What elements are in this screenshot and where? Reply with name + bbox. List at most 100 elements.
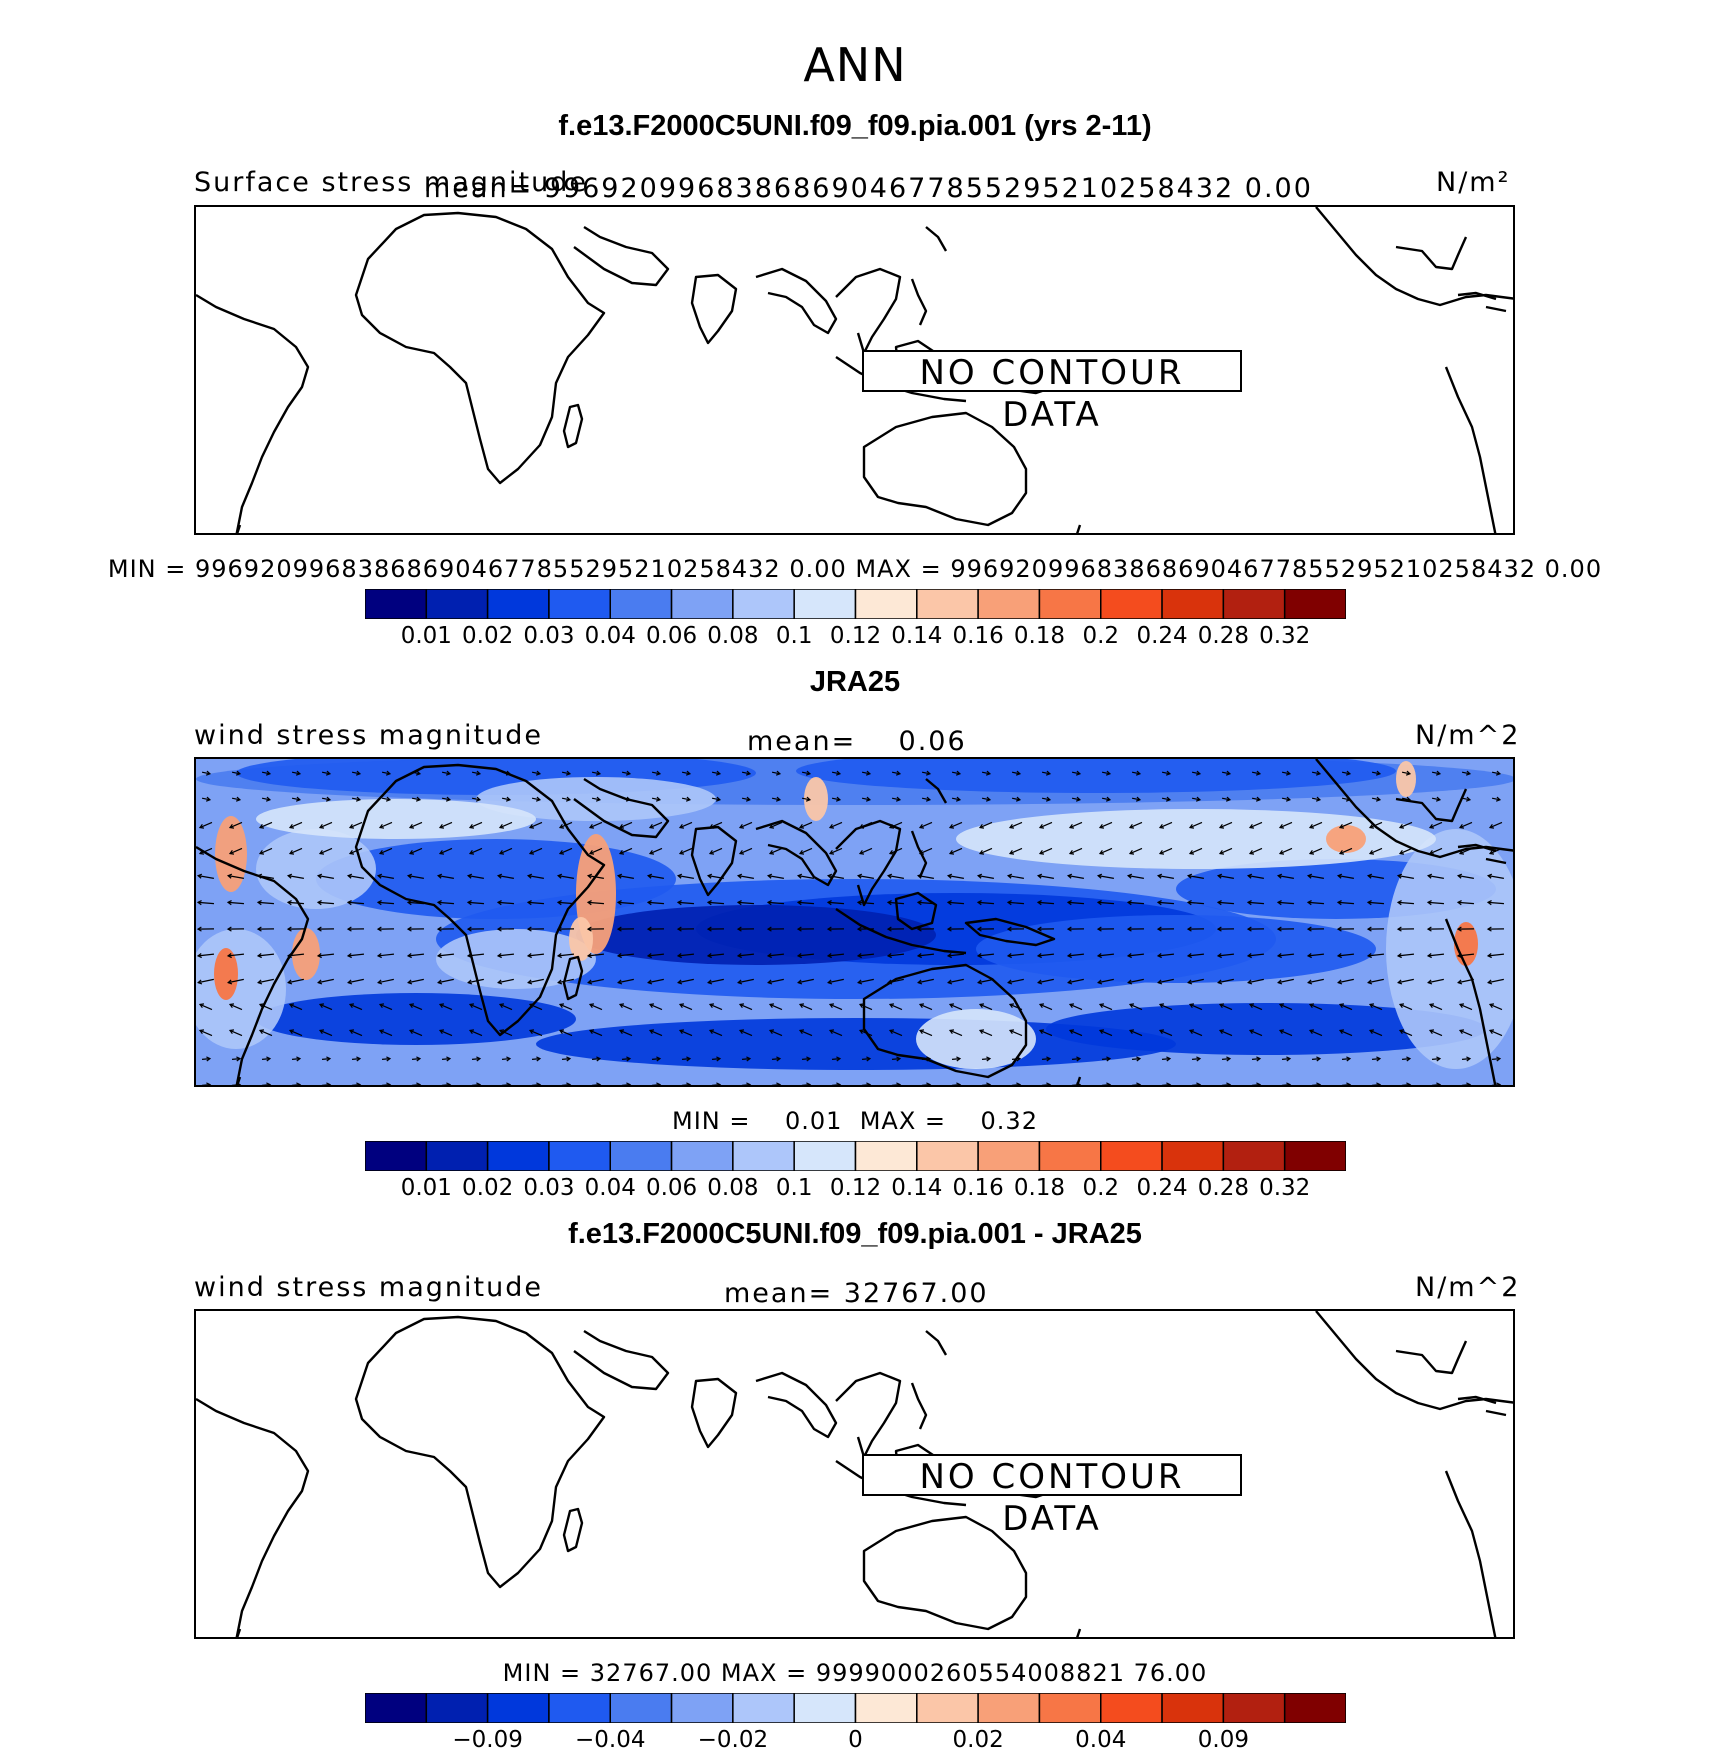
colorbar-swatch [793,1693,857,1723]
colorbar-level-label: 0.04 [1075,1727,1127,1753]
panel-3-no-contour-box: NO CONTOUR DATA [862,1454,1242,1539]
colorbar-swatch [1222,1693,1286,1723]
colorbar-swatch [977,1141,1041,1171]
panel-3-coastlines [196,1311,1513,1637]
colorbar-swatch [1161,589,1225,619]
colorbar-swatch [1161,1693,1225,1723]
panel-2-left-label: wind stress magnitude [194,720,543,751]
colorbar-level-label: 0.08 [707,1175,759,1201]
colorbar-level-label: 0.1 [775,623,813,649]
colorbar-swatch [1100,1693,1163,1723]
colorbar-swatch [670,589,734,619]
colorbar-level-label: 0.18 [1013,1175,1066,1201]
colorbar-swatch [365,1141,428,1171]
panel-3-mean: mean= 32767.00 [724,1278,989,1309]
panel-1-minmax: MIN = 9969209968386869046778552952102584… [107,555,1603,583]
colorbar-level-label: 0.18 [1013,623,1066,649]
colorbar-swatch [1283,1693,1346,1723]
colorbar-level-label: 0.32 [1259,1175,1311,1201]
colorbar-swatch [977,589,1041,619]
panel-1-mean: mean= 9969209968386869046778552952102584… [424,173,1313,204]
colorbar-level-label: 0.02 [462,1175,514,1201]
panel-1-coastlines [196,207,1513,533]
colorbar-swatch [732,1693,795,1723]
colorbar-swatch [486,1693,550,1723]
colorbar-level-label: −0.02 [697,1727,769,1753]
colorbar-swatch [1161,1141,1225,1171]
colorbar-swatch [365,1693,428,1723]
colorbar-swatch [609,589,673,619]
colorbar-level-label: 0.14 [891,1175,943,1201]
panel-1-left-label: Surface stress magnitude [194,167,588,198]
colorbar-level-label: 0.02 [462,623,514,649]
colorbar-swatch [1038,589,1102,619]
colorbar-level-label: 0.24 [1136,623,1188,649]
colorbar-swatch [854,1141,918,1171]
colorbar-swatch [548,589,611,619]
panel-2-wind-vectors [196,770,1505,1085]
colorbar-swatch [854,1693,918,1723]
colorbar-level-label: −0.09 [452,1727,523,1753]
colorbar-swatch [1100,589,1163,619]
colorbar-swatch [548,1141,611,1171]
panel-2-title: JRA25 [809,666,901,698]
colorbar-level-label: 0.04 [584,1175,636,1201]
panel-3-title: f.e13.F2000C5UNI.f09_f09.pia.001 - JRA25 [568,1218,1142,1250]
panel-3-minmax: MIN = 32767.00 MAX = 9999000260554008821… [502,1659,1208,1687]
colorbar-level-label: 0.03 [523,1175,575,1201]
colorbar-level-label: 0.32 [1259,623,1311,649]
colorbar-level-label: 0.09 [1197,1727,1249,1753]
panel-2-minmax: MIN = 0.01 MAX = 0.32 [672,1107,1038,1135]
colorbar-level-label: 0.12 [829,623,882,649]
colorbar-swatch [1283,1141,1346,1171]
colorbar-level-label: 0.28 [1197,1175,1249,1201]
colorbar-swatch [793,1141,857,1171]
colorbar-level-label: 0.03 [523,623,575,649]
panel-2-mean: mean= 0.06 [747,726,967,757]
colorbar-swatch [670,1141,734,1171]
colorbar-swatch [609,1141,673,1171]
colorbar-swatch [425,1693,489,1723]
panel-2-units: N/m^2 [1415,720,1521,751]
colorbar-swatch [916,1141,979,1171]
panel-3-map: NO CONTOUR DATA [194,1309,1515,1639]
colorbar-level-label: 0.12 [829,1175,882,1201]
colorbar-swatch [670,1693,734,1723]
colorbar-level-label: 0.08 [707,623,759,649]
colorbar-swatch [425,1141,489,1171]
colorbar-swatch [1038,1693,1102,1723]
colorbar-level-label: 0.04 [584,623,636,649]
colorbar-swatch [365,589,428,619]
colorbar-swatch [425,589,489,619]
colorbar-level-label: 0.02 [952,1727,1004,1753]
panel-1-no-contour-box: NO CONTOUR DATA [862,350,1242,435]
panel-2-map [194,757,1515,1087]
colorbar-swatch [977,1693,1041,1723]
colorbar-swatch [1038,1141,1102,1171]
colorbar-swatch [609,1693,673,1723]
colorbar-level-label: 0 [848,1727,863,1753]
panel-1-colorbar [365,589,1346,619]
panel-2-colorbar [365,1141,1346,1171]
panel-2-coastlines [196,759,1513,1085]
colorbar-swatch [1222,589,1286,619]
colorbar-level-label: 0.01 [400,623,452,649]
panel-3-units: N/m^2 [1415,1272,1521,1303]
colorbar-level-label: 0.28 [1197,623,1249,649]
colorbar-level-label: 0.2 [1082,623,1120,649]
colorbar-swatch [854,589,918,619]
colorbar-level-label: 0.14 [891,623,943,649]
colorbar-swatch [916,1693,979,1723]
colorbar-swatch [732,1141,795,1171]
colorbar-level-label: 0.06 [645,1175,698,1201]
panel-3-left-label: wind stress magnitude [194,1272,543,1303]
colorbar-swatch [1283,589,1346,619]
colorbar-swatch [1100,1141,1163,1171]
colorbar-swatch [486,1141,550,1171]
panel-1-title: f.e13.F2000C5UNI.f09_f09.pia.001 (yrs 2-… [558,110,1152,142]
colorbar-level-label: 0.24 [1136,1175,1188,1201]
colorbar-level-label: −0.04 [575,1727,646,1753]
figure-title: ANN [803,38,907,92]
colorbar-level-label: 0.16 [952,623,1004,649]
colorbar-swatch [916,589,979,619]
